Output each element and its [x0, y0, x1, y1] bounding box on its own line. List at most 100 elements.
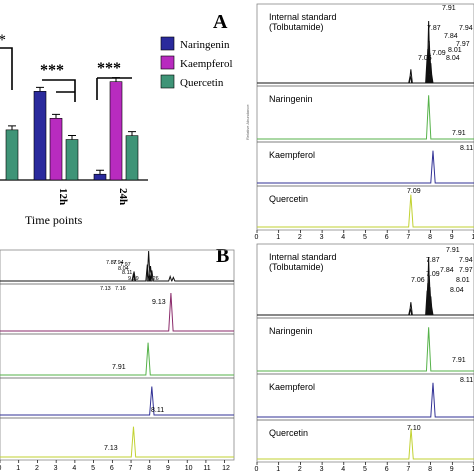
sig-bracket-12h-outer: [42, 79, 76, 102]
trace-kaempferol: [257, 150, 474, 184]
trace-label: Kaempferol: [269, 382, 315, 392]
peak-label: 8.01: [456, 277, 470, 284]
peak-label: 7.06: [418, 55, 432, 62]
trace-internal-standard-tolbutamide-: [257, 256, 474, 316]
bar-tick-24h: 24h: [117, 188, 129, 205]
x-tick-label: 7: [406, 466, 410, 473]
peak-label: 7.91: [452, 357, 466, 364]
legend-label-quercetin: Quercetin: [180, 77, 224, 89]
x-tick-label: 1: [16, 465, 20, 472]
panel-label-a: A: [213, 11, 228, 33]
trace-trace-4: [0, 386, 234, 416]
x-tick-label: 10: [185, 465, 193, 472]
x-tick-label: 2: [298, 466, 302, 473]
trace-label-sub: (Tolbutamide): [269, 22, 324, 32]
x-tick-label: 1: [276, 234, 280, 241]
error-bar: [8, 125, 16, 130]
legend: Naringenin Kaempferol Quercetin: [160, 36, 233, 89]
peak-label: 7.13: [104, 445, 118, 452]
peak-label: 8.01: [448, 47, 462, 54]
peak-label: 9.26: [148, 276, 159, 282]
x-tick-label: 4: [341, 466, 345, 473]
sig-label-12h: ***: [40, 62, 64, 79]
x-tick-label: 5: [363, 466, 367, 473]
bar-naringenin-2: [93, 173, 107, 181]
peak-label: 7.94: [459, 25, 473, 32]
peak-label: 8.04: [118, 266, 129, 272]
bar-tick-12h: 12h: [57, 188, 69, 205]
peak-label: 7.94: [113, 260, 124, 266]
peak-label: 8.04: [446, 55, 460, 62]
legend-label-naringenin: Naringenin: [180, 39, 230, 51]
trace-label-sub: (Tolbutamide): [269, 262, 324, 272]
peak-label: 8.11: [151, 407, 164, 414]
x-tick-label: 4: [72, 465, 76, 472]
bar-marks: [5, 77, 139, 181]
peak-label: 7.91: [112, 364, 126, 371]
legend-label-kaempferol: Kaempferol: [180, 58, 233, 70]
trace-label: Internal standard: [269, 252, 337, 262]
peak-label: 7.91: [452, 130, 466, 137]
peak-label: 8.11: [460, 377, 473, 384]
peak-label: 7.09: [426, 271, 440, 278]
x-tick-label: 3: [320, 466, 324, 473]
peak-label: 7.87: [427, 25, 441, 32]
error-bar: [96, 169, 104, 175]
plot-frame: [0, 249, 235, 461]
trace-label: Naringenin: [269, 326, 313, 336]
peak-label: 9.09: [128, 276, 139, 282]
peak-label: 7.87: [106, 260, 117, 266]
legend-swatch-quercetin: [160, 74, 175, 89]
peak-label: 7.94: [459, 257, 473, 264]
x-tick-label: 10: [472, 234, 474, 241]
bar-naringenin-1: [33, 91, 47, 181]
legend-swatch-kaempferol: [160, 55, 175, 70]
bar-kaempferol-1: [49, 118, 63, 181]
x-tick-label: 4: [341, 234, 345, 241]
x-tick-label: 9: [166, 465, 170, 472]
peak-label: 7.84: [444, 33, 458, 40]
x-tick-label: 2: [298, 234, 302, 241]
trace-quercetin: [257, 194, 474, 228]
x-tick-label: 8: [428, 466, 432, 473]
x-tick-label: 0: [255, 466, 259, 473]
peak-label: 8.11: [460, 145, 473, 152]
x-tick-label: 10: [472, 466, 474, 473]
peak-label: 7.09: [432, 50, 446, 57]
chromatogram-panel-b: Internal standard(Tolbutamide)7.917.87 7.…: [255, 243, 474, 473]
x-tick-label: 12: [222, 465, 230, 472]
peak-label: 8.04: [450, 287, 464, 294]
bar-tick-labels: 12h 24h: [57, 188, 129, 205]
peak-label: 7.16: [115, 286, 126, 292]
x-tick-label: 8: [147, 465, 151, 472]
trace-label: Quercetin: [269, 428, 308, 438]
x-tick-label: 3: [54, 465, 58, 472]
bar-chart: * *** *** 12h 24h Time points: [0, 32, 148, 227]
peak-label: 7.97: [459, 267, 473, 274]
chromatogram-panel-a: Internal standard(Tolbutamide)7.917.87 7.…: [245, 3, 474, 241]
x-tick-label: 6: [110, 465, 114, 472]
bar-x-axis-title: Time points: [25, 213, 83, 227]
error-bar: [36, 86, 44, 92]
x-tick-label: 9: [450, 234, 454, 241]
trace-quercetin: [257, 428, 474, 460]
x-tick-label: 9: [450, 466, 454, 473]
trace-mixture: [0, 250, 234, 282]
x-tick-label: 8: [428, 234, 432, 241]
trace-internal-standard-tolbutamide-: [257, 20, 474, 84]
peak-label: 7.97: [456, 41, 470, 48]
x-tick-label: 0: [255, 234, 259, 241]
peak-label: 7.10: [407, 425, 421, 432]
x-tick-label: 7: [129, 465, 133, 472]
legend-swatch-naringenin: [160, 36, 175, 51]
peak-label: 7.06: [411, 277, 425, 284]
trace-trace-3: [0, 342, 234, 376]
trace-label: Naringenin: [269, 94, 313, 104]
sig-label-top: *: [0, 32, 6, 49]
x-tick-label: 3: [320, 234, 324, 241]
trace-naringenin: [257, 327, 474, 372]
peak-label: 7.09: [407, 188, 421, 195]
x-tick-label: 11: [203, 465, 210, 472]
trace-kaempferol: [257, 382, 474, 418]
